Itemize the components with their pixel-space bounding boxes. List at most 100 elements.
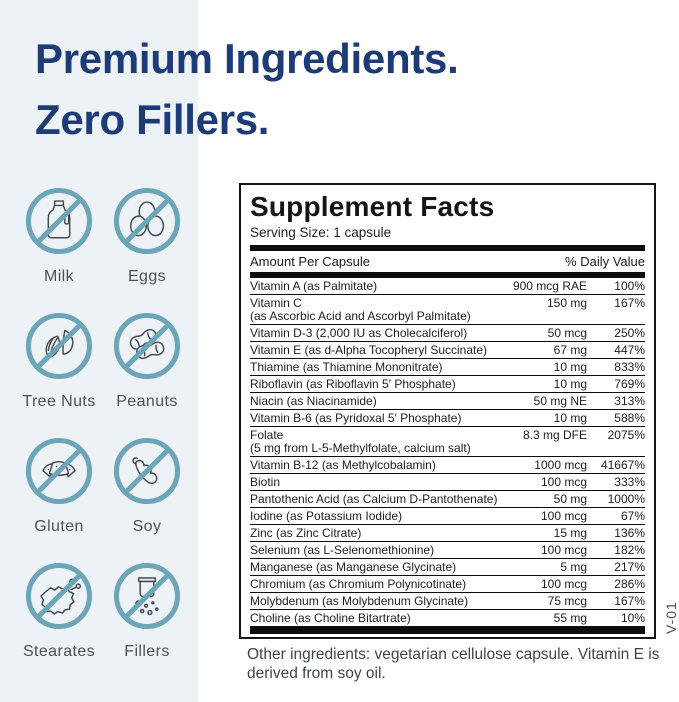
nutrient-row: Manganese (as Manganese Glycinate) 5 mg … bbox=[250, 559, 645, 576]
nutrient-name: Vitamin B-6 (as Pyridoxal 5′ Phosphate) bbox=[250, 410, 462, 425]
nutrient-amount: 50 mg bbox=[553, 491, 587, 506]
nutrient-amount: 100 mcg bbox=[540, 542, 587, 557]
eggs-icon bbox=[112, 186, 182, 256]
nutrient-name: Pantothenic Acid (as Calcium D-Pantothen… bbox=[250, 491, 498, 506]
soy-icon bbox=[112, 436, 182, 506]
nutrient-amount: 15 mg bbox=[553, 525, 587, 540]
allergen-item: Fillers bbox=[103, 561, 191, 686]
nutrient-amount: 5 mg bbox=[560, 559, 587, 574]
nutrient-daily-value: 41667% bbox=[600, 457, 645, 472]
allergen-item: Eggs bbox=[103, 186, 191, 311]
allergen-label: Soy bbox=[132, 518, 162, 535]
nutrient-row: Iodine (as Potassium Iodide) 100 mcg 67% bbox=[250, 508, 645, 525]
nutrient-row: Niacin (as Niacinamide) 50 mg NE 313% bbox=[250, 393, 645, 410]
nutrient-name-detail: (5 mg from L-5-Methylfolate, calcium sal… bbox=[250, 440, 471, 455]
nutrient-amount: 1000 mcg bbox=[534, 457, 587, 472]
allergen-item: Stearates bbox=[15, 561, 103, 686]
nutrient-name: Vitamin A (as Palmitate) bbox=[250, 278, 378, 293]
allergen-label: Tree Nuts bbox=[22, 393, 96, 410]
other-ingredients: Other ingredients: vegetarian cellulose … bbox=[247, 646, 660, 683]
tree-nuts-icon bbox=[24, 311, 94, 381]
nutrient-daily-value: 136% bbox=[614, 525, 645, 540]
nutrient-daily-value: 217% bbox=[614, 559, 645, 574]
nutrient-amount: 55 mg bbox=[553, 610, 587, 625]
nutrient-name: Manganese (as Manganese Glycinate) bbox=[250, 559, 457, 574]
nutrient-name: Riboflavin (as Riboflavin 5′ Phosphate) bbox=[250, 376, 456, 391]
nutrient-name: Choline (as Choline Bitartrate) bbox=[250, 610, 411, 625]
nutrient-amount: 100 mcg bbox=[540, 474, 587, 489]
nutrient-daily-value: 286% bbox=[614, 576, 645, 591]
nutrient-daily-value: 167% bbox=[614, 295, 645, 310]
dv-column-header: % Daily Value bbox=[565, 254, 645, 269]
nutrient-name: Vitamin E (as d-Alpha Tocopheryl Succina… bbox=[250, 342, 488, 357]
allergen-label: Fillers bbox=[124, 643, 170, 660]
nutrient-row: Vitamin B-6 (as Pyridoxal 5′ Phosphate) … bbox=[250, 410, 645, 427]
nutrient-row: Molybdenum (as Molybdenum Glycinate) 75 … bbox=[250, 593, 645, 610]
nutrient-row: Pantothenic Acid (as Calcium D-Pantothen… bbox=[250, 491, 645, 508]
nutrient-amount: 100 mcg bbox=[540, 508, 587, 523]
nutrient-amount: 8.3 mg DFE bbox=[522, 427, 587, 442]
fillers-icon bbox=[112, 561, 182, 631]
amount-column-header: Amount Per Capsule bbox=[250, 254, 370, 269]
nutrient-daily-value: 769% bbox=[614, 376, 645, 391]
nutrient-row: Vitamin B-12 (as Methylcobalamin) 1000 m… bbox=[250, 457, 645, 474]
allergen-grid: Milk Eggs Tree Nuts Peanuts Gluten Soy S… bbox=[15, 186, 191, 686]
facts-title: Supplement Facts bbox=[250, 191, 495, 222]
nutrient-name: Selenium (as L-Selenomethionine) bbox=[250, 542, 435, 557]
nutrient-daily-value: 2075% bbox=[607, 427, 645, 442]
allergen-label: Peanuts bbox=[116, 393, 178, 410]
nutrient-name: Molybdenum (as Molybdenum Glycinate) bbox=[250, 593, 469, 608]
nutrient-daily-value: 10% bbox=[620, 610, 645, 625]
nutrient-name: Vitamin C bbox=[250, 295, 302, 310]
nutrient-row: Chromium (as Chromium Polynicotinate) 10… bbox=[250, 576, 645, 593]
supplement-facts-panel: Supplement Facts Serving Size: 1 capsule… bbox=[239, 183, 656, 639]
nutrient-daily-value: 167% bbox=[614, 593, 645, 608]
allergen-item: Gluten bbox=[15, 436, 103, 561]
allergen-label: Stearates bbox=[22, 643, 96, 660]
nutrient-name: Niacin (as Niacinamide) bbox=[250, 393, 377, 408]
allergen-item: Soy bbox=[103, 436, 191, 561]
nutrient-row: Thiamine (as Thiamine Mononitrate) 10 mg… bbox=[250, 359, 645, 376]
nutrient-name: Thiamine (as Thiamine Mononitrate) bbox=[250, 359, 443, 374]
nutrient-row: Zinc (as Zinc Citrate) 15 mg 136% bbox=[250, 525, 645, 542]
gluten-icon bbox=[24, 436, 94, 506]
nutrient-amount: 150 mg bbox=[546, 295, 587, 310]
nutrient-daily-value: 100% bbox=[614, 278, 645, 293]
nutrient-daily-value: 182% bbox=[614, 542, 645, 557]
nutrient-name: Iodine (as Potassium Iodide) bbox=[250, 508, 403, 523]
nutrient-daily-value: 333% bbox=[614, 474, 645, 489]
nutrient-name: Folate bbox=[250, 427, 284, 442]
nutrient-amount: 900 mcg RAE bbox=[512, 278, 587, 293]
stearates-icon bbox=[24, 561, 94, 631]
allergen-item: Milk bbox=[15, 186, 103, 311]
nutrient-name: Chromium (as Chromium Polynicotinate) bbox=[250, 576, 467, 591]
nutrient-daily-value: 313% bbox=[614, 393, 645, 408]
nutrient-row: Vitamin C (as Ascorbic Acid and Ascorbyl… bbox=[250, 295, 645, 325]
serving-size: Serving Size: 1 capsule bbox=[250, 225, 392, 240]
allergen-item: Peanuts bbox=[103, 311, 191, 436]
nutrient-name: Vitamin D-3 (2,000 IU as Cholecalciferol… bbox=[250, 325, 468, 340]
nutrient-amount: 67 mg bbox=[553, 342, 587, 357]
nutrient-daily-value: 447% bbox=[614, 342, 645, 357]
page-title: Premium Ingredients. Zero Fillers. bbox=[35, 28, 459, 150]
nutrient-amount: 75 mcg bbox=[547, 593, 587, 608]
nutrient-row: Biotin 100 mcg 333% bbox=[250, 474, 645, 491]
allergen-item: Tree Nuts bbox=[15, 311, 103, 436]
nutrient-row: Vitamin E (as d-Alpha Tocopheryl Succina… bbox=[250, 342, 645, 359]
nutrient-name: Zinc (as Zinc Citrate) bbox=[250, 525, 362, 540]
nutrient-amount: 50 mcg bbox=[547, 325, 587, 340]
divider-bar-mid bbox=[250, 272, 645, 278]
nutrient-row: Riboflavin (as Riboflavin 5′ Phosphate) … bbox=[250, 376, 645, 393]
nutrient-amount: 10 mg bbox=[553, 359, 587, 374]
nutrient-row: Selenium (as L-Selenomethionine) 100 mcg… bbox=[250, 542, 645, 559]
nutrient-row: Folate (5 mg from L-5-Methylfolate, calc… bbox=[250, 427, 645, 457]
nutrient-name: Biotin bbox=[250, 474, 281, 489]
facts-column-headers: Amount Per Capsule % Daily Value bbox=[250, 251, 645, 272]
allergen-label: Gluten bbox=[34, 518, 84, 535]
version-code: V-01 bbox=[663, 601, 679, 634]
nutrient-daily-value: 833% bbox=[614, 359, 645, 374]
milk-icon bbox=[24, 186, 94, 256]
page-title-line1: Premium Ingredients. bbox=[35, 35, 459, 82]
facts-rows: Vitamin A (as Palmitate) 900 mcg RAE 100… bbox=[250, 278, 645, 626]
